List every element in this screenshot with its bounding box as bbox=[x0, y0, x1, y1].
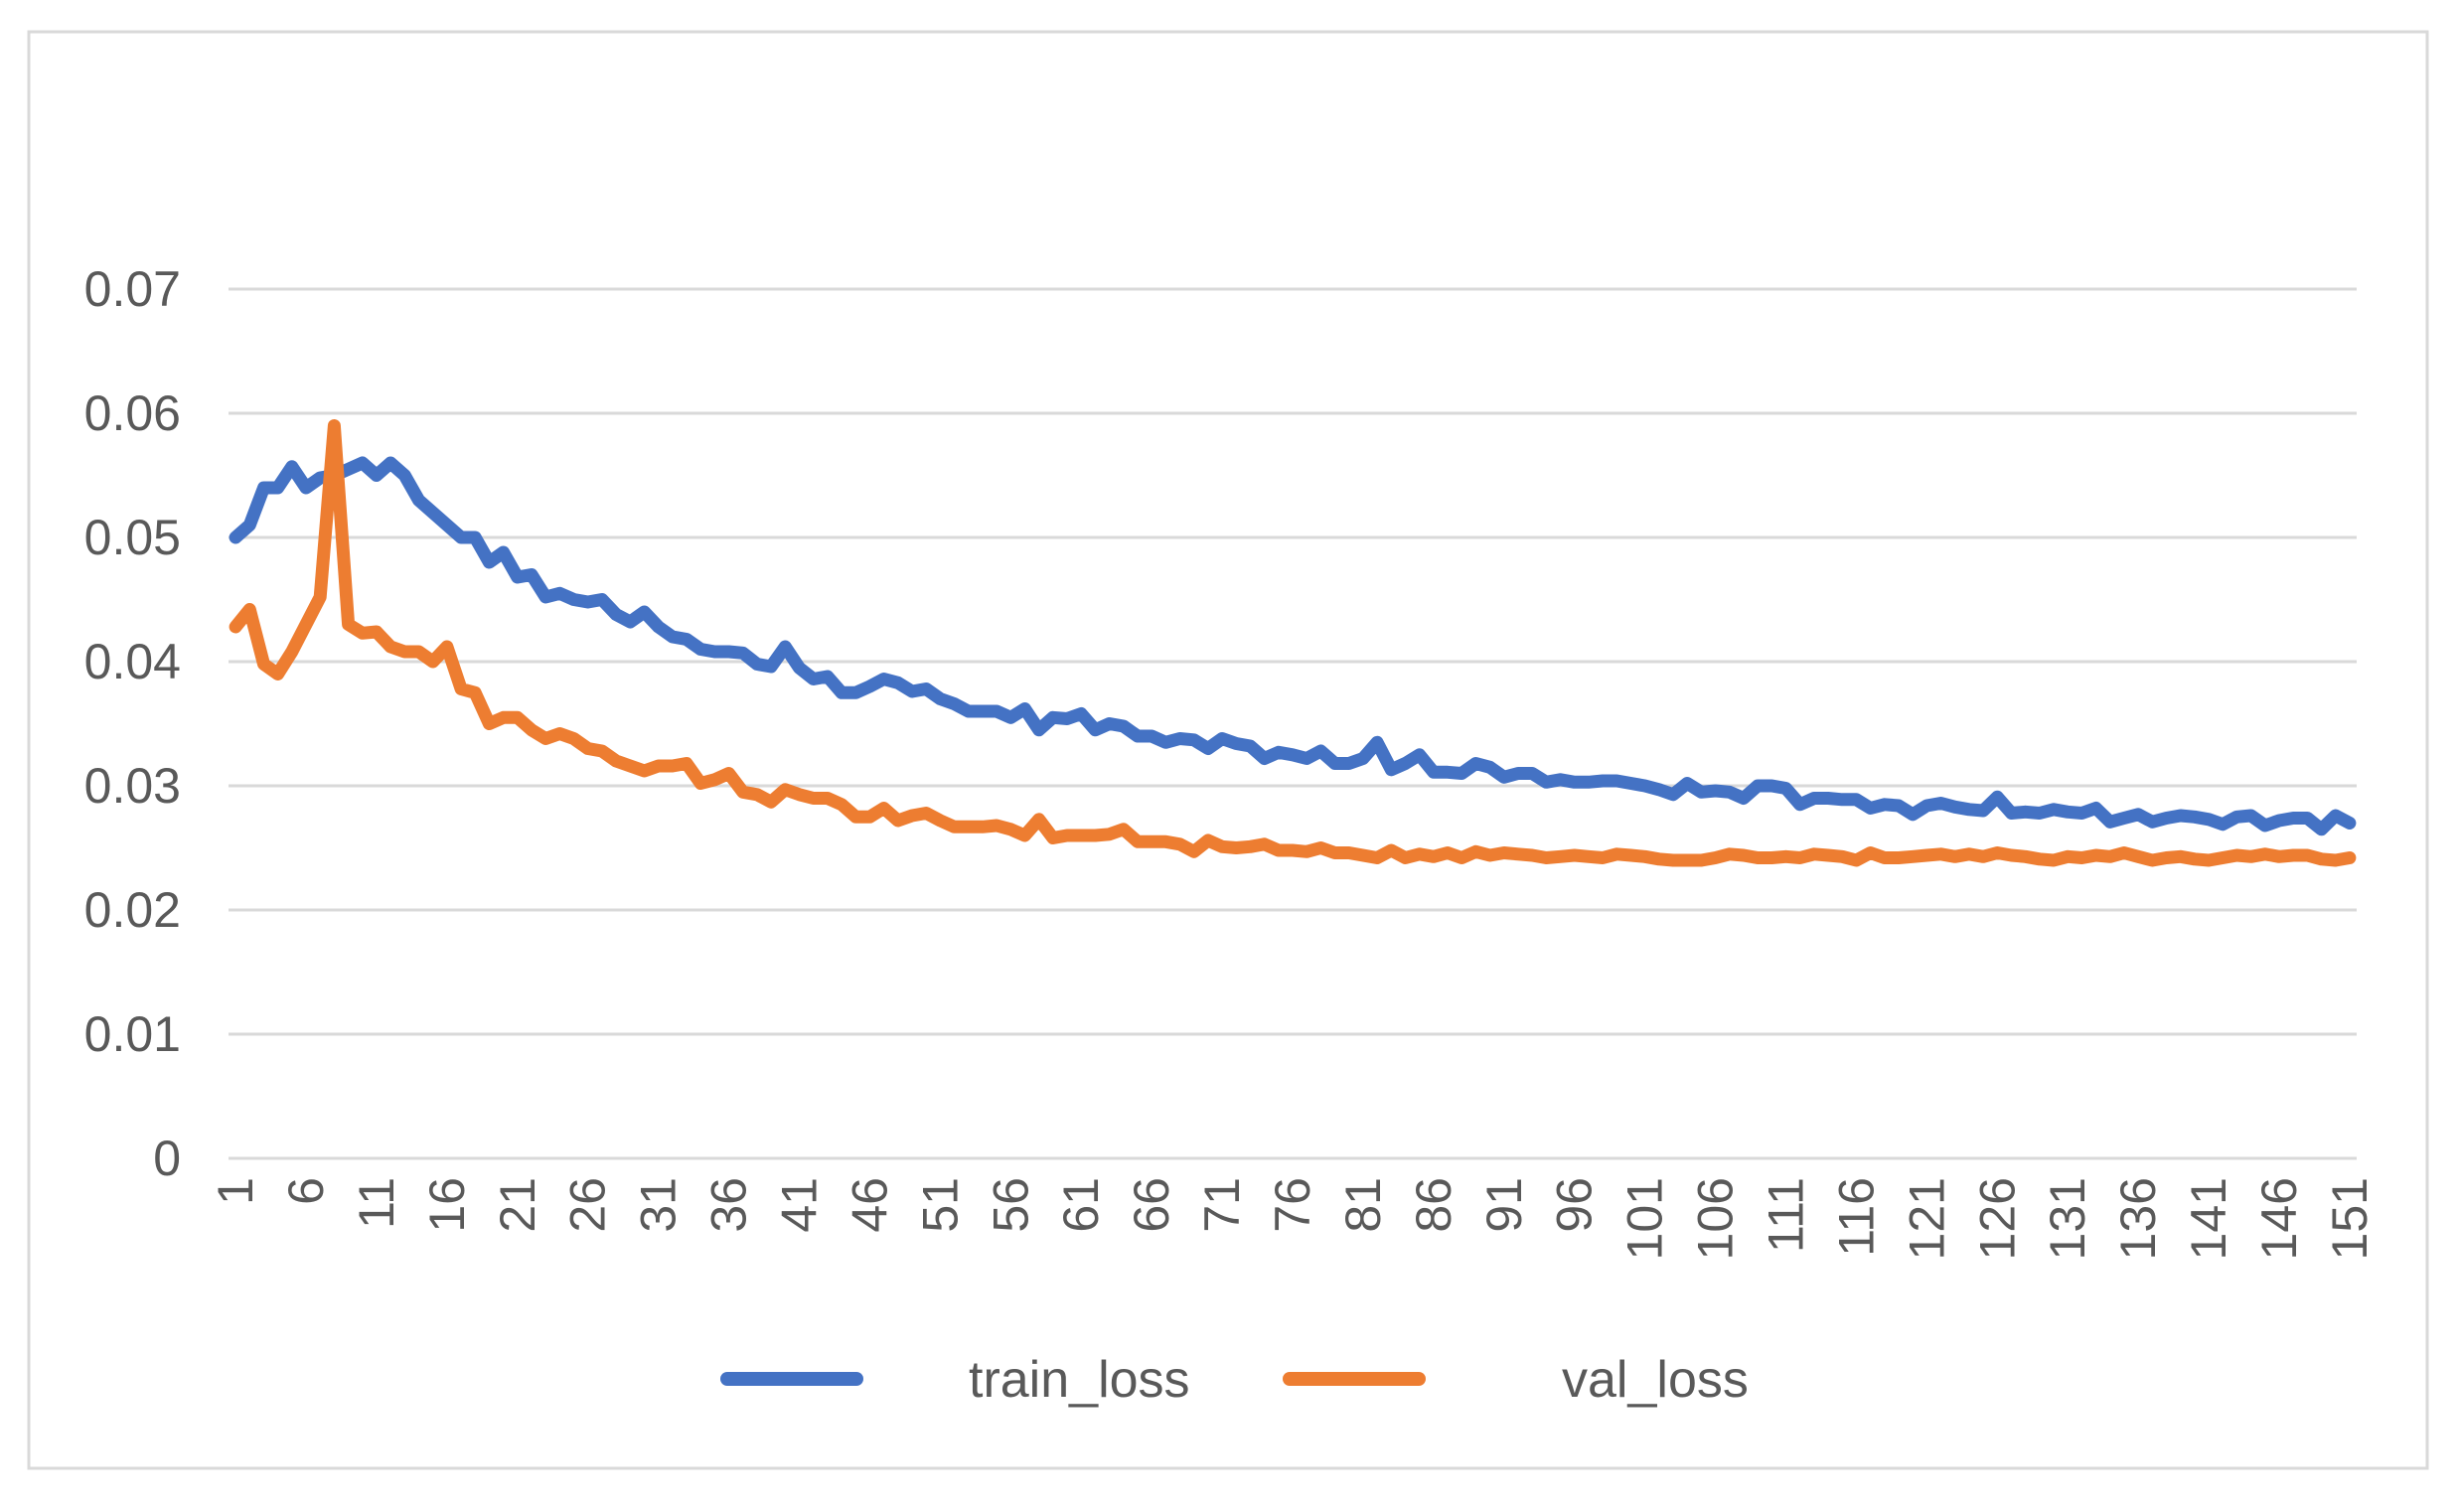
x-tick-label: 91 bbox=[1476, 1177, 1532, 1233]
x-tick-label: 81 bbox=[1335, 1177, 1391, 1233]
y-tick-label: 0 bbox=[153, 1131, 181, 1186]
series-line-val-loss bbox=[229, 419, 2357, 867]
x-tick-label: 51 bbox=[912, 1177, 968, 1233]
x-tick-label: 1 bbox=[208, 1177, 263, 1205]
x-tick-label: 131 bbox=[2040, 1177, 2095, 1260]
x-axis-ticks: 1 6 11 16 21 26 31 36 41 46 51 56 61 66 71 76 81 86 91 96 10… bbox=[208, 1177, 2378, 1260]
x-tick-label: 46 bbox=[842, 1177, 897, 1233]
y-tick-label: 0.02 bbox=[84, 882, 181, 938]
y-tick-label: 0.06 bbox=[84, 385, 181, 441]
x-tick-label: 121 bbox=[1899, 1177, 1954, 1260]
x-tick-label: 76 bbox=[1265, 1177, 1320, 1233]
x-tick-label: 16 bbox=[419, 1177, 475, 1233]
y-tick-label: 0.05 bbox=[84, 510, 181, 565]
x-tick-label: 116 bbox=[1828, 1177, 1884, 1257]
x-tick-label: 106 bbox=[1688, 1177, 1744, 1260]
legend-label-train-loss: train_loss bbox=[969, 1351, 1190, 1409]
x-tick-label: 6 bbox=[278, 1177, 334, 1205]
x-tick-label: 111 bbox=[1758, 1177, 1813, 1253]
x-tick-label: 71 bbox=[1194, 1177, 1250, 1233]
chart-frame bbox=[27, 30, 2429, 1470]
x-tick-label: 86 bbox=[1406, 1177, 1461, 1233]
x-tick-label: 136 bbox=[2110, 1177, 2166, 1260]
x-tick-label: 31 bbox=[631, 1177, 687, 1233]
x-tick-label: 11 bbox=[349, 1177, 404, 1229]
x-tick-label: 141 bbox=[2181, 1177, 2236, 1260]
y-axis-ticks: 0 0.01 0.02 0.03 0.04 0.05 0.06 0.07 bbox=[84, 261, 181, 1186]
x-tick-label: 56 bbox=[983, 1177, 1038, 1233]
y-tick-label: 0.03 bbox=[84, 758, 181, 814]
x-tick-label: 36 bbox=[701, 1177, 757, 1233]
x-tick-label: 66 bbox=[1124, 1177, 1179, 1233]
x-tick-label: 101 bbox=[1617, 1177, 1673, 1260]
series-line-train-loss bbox=[229, 456, 2357, 836]
x-tick-label: 61 bbox=[1053, 1177, 1109, 1233]
legend-label-val-loss: val_loss bbox=[1562, 1351, 1749, 1409]
gridlines bbox=[229, 287, 2357, 1160]
y-tick-label: 0.01 bbox=[84, 1006, 181, 1062]
y-tick-label: 0.07 bbox=[84, 261, 181, 317]
y-tick-label: 0.04 bbox=[84, 634, 181, 689]
x-tick-label: 41 bbox=[772, 1177, 828, 1233]
x-tick-label: 26 bbox=[560, 1177, 616, 1233]
x-tick-label: 21 bbox=[490, 1177, 545, 1233]
series-lines bbox=[229, 419, 2357, 867]
x-tick-label: 96 bbox=[1547, 1177, 1603, 1233]
x-tick-label: 151 bbox=[2322, 1177, 2378, 1260]
legend: train_loss val_loss bbox=[720, 1351, 1749, 1409]
x-tick-label: 146 bbox=[2251, 1177, 2307, 1260]
x-tick-label: 126 bbox=[1969, 1177, 2025, 1260]
